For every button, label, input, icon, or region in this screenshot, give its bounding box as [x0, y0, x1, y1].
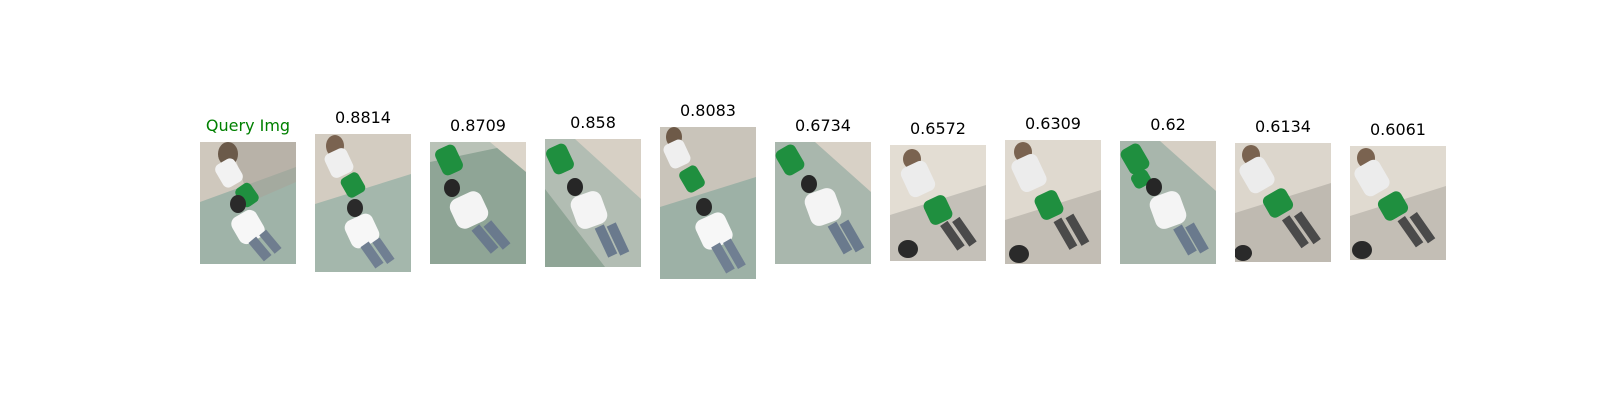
similarity-score: 0.858 — [570, 113, 616, 132]
result-panel: 0.6572 — [890, 119, 986, 261]
person-crop-image — [890, 145, 986, 261]
result-panel: 0.6309 — [1005, 114, 1101, 264]
query-panel: Query Img — [200, 116, 296, 264]
similarity-score: 0.6734 — [795, 116, 851, 135]
result-image — [1235, 143, 1331, 262]
result-image — [430, 142, 526, 264]
similarity-score: 0.8083 — [680, 101, 736, 120]
result-panel: 0.8083 — [660, 101, 756, 279]
person-crop-image — [200, 142, 296, 264]
result-image — [1350, 146, 1446, 260]
result-image — [890, 145, 986, 261]
person-crop-image — [1120, 141, 1216, 264]
person-crop-image — [1005, 140, 1101, 264]
similarity-score: 0.6572 — [910, 119, 966, 138]
result-image — [775, 142, 871, 264]
result-panel: 0.6734 — [775, 116, 871, 264]
person-crop-image — [1350, 146, 1446, 260]
result-panel: 0.858 — [545, 113, 641, 267]
result-panel: 0.8709 — [430, 116, 526, 264]
result-panel: 0.62 — [1120, 115, 1216, 264]
result-image — [1120, 141, 1216, 264]
result-panel: 0.6134 — [1235, 117, 1331, 262]
person-crop-image — [430, 142, 526, 264]
person-crop-image — [775, 142, 871, 264]
result-image — [660, 127, 756, 279]
similarity-score: 0.6061 — [1370, 120, 1426, 139]
person-crop-image — [545, 139, 641, 267]
similarity-score: 0.6134 — [1255, 117, 1311, 136]
result-image — [1005, 140, 1101, 264]
result-image — [545, 139, 641, 267]
query-label: Query Img — [205, 116, 291, 135]
person-crop-image — [660, 127, 756, 279]
similarity-score: 0.6309 — [1025, 114, 1081, 133]
similarity-score: 0.8709 — [450, 116, 506, 135]
result-image — [315, 134, 411, 272]
similarity-score: 0.62 — [1150, 115, 1186, 134]
similarity-score: 0.8814 — [335, 108, 391, 127]
query-image — [200, 142, 296, 264]
result-panel: 0.8814 — [315, 108, 411, 272]
person-crop-image — [1235, 143, 1331, 262]
person-crop-image — [315, 134, 411, 272]
result-panel: 0.6061 — [1350, 120, 1446, 260]
